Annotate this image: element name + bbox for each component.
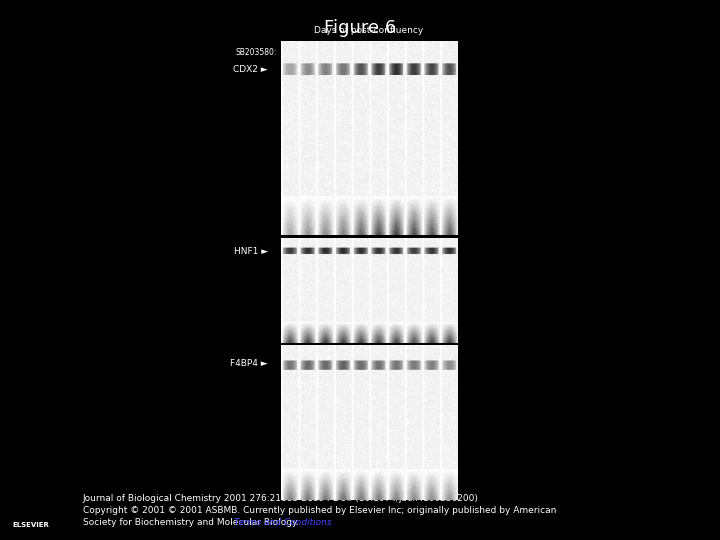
Text: Terms and Conditions: Terms and Conditions (234, 518, 332, 527)
Text: –: – (287, 49, 292, 57)
Text: 6: 6 (358, 58, 363, 66)
Text: –: – (411, 49, 415, 57)
Text: Copyright © 2001 © 2001 ASBMB. Currently published by Elsevier Inc; originally p: Copyright © 2001 © 2001 ASBMB. Currently… (83, 506, 556, 515)
Text: +: + (427, 49, 434, 57)
Text: 3: 3 (410, 58, 415, 66)
Text: 12: 12 (444, 58, 453, 66)
Text: 3: 3 (340, 58, 345, 66)
Text: 2: 2 (323, 58, 328, 66)
Text: ELSEVIER: ELSEVIER (12, 522, 49, 528)
Text: SB203580:: SB203580: (236, 49, 277, 57)
Text: 0: 0 (305, 58, 310, 66)
Text: 9: 9 (393, 58, 398, 66)
Text: Society for Biochemistry and Molecular Biology.: Society for Biochemistry and Molecular B… (83, 518, 299, 527)
Text: -2: -2 (286, 58, 293, 66)
Text: Figure 6: Figure 6 (324, 19, 396, 37)
Text: Journal of Biological Chemistry 2001 276:21885-21894 DOI: (10.1074/jbc.M10023620: Journal of Biological Chemistry 2001 276… (83, 494, 479, 503)
Text: 🌿: 🌿 (24, 493, 37, 513)
Text: –: – (446, 49, 451, 57)
Text: –: – (341, 49, 345, 57)
Text: 12: 12 (426, 58, 436, 66)
Text: 6: 6 (375, 58, 380, 66)
Text: –: – (305, 49, 310, 57)
Text: HNF1 ►: HNF1 ► (234, 247, 268, 256)
Text: –: – (376, 49, 380, 57)
Text: F4BP4 ►: F4BP4 ► (230, 359, 268, 368)
Text: Days of post-confluency: Days of post-confluency (315, 26, 423, 35)
Text: CDX2 ►: CDX2 ► (233, 65, 268, 74)
Text: –: – (323, 49, 327, 57)
Text: +: + (392, 49, 399, 57)
Text: –: – (358, 49, 362, 57)
